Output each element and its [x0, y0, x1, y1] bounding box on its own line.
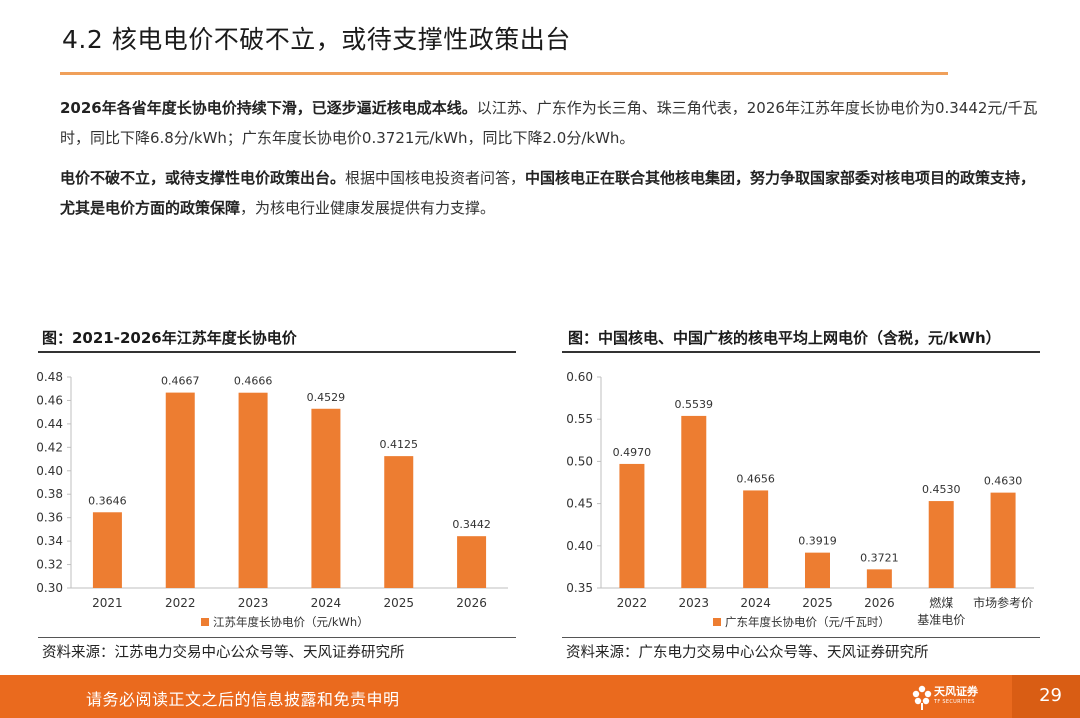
- x-tick-label: 2022: [617, 596, 648, 610]
- page-number: 29: [1039, 685, 1062, 706]
- y-tick-label: 0.35: [566, 581, 593, 595]
- page-title: 4.2 核电电价不破不立，或待支撑性政策出台: [62, 25, 571, 54]
- y-tick-label: 0.44: [36, 417, 63, 431]
- x-tick-label: 2024: [740, 596, 771, 610]
- x-tick-label: 市场参考价: [973, 595, 1033, 610]
- y-tick-label: 0.36: [36, 511, 63, 525]
- company-logo: 天风证券 TF SECURITIES: [912, 681, 1008, 713]
- bar: [457, 536, 487, 588]
- left-chart-title-rule: [38, 351, 516, 353]
- data-label: 0.5539: [675, 398, 714, 411]
- paragraph-1-lead: 2026年各省年度长协电价持续下滑，已逐步逼近核电成本线。: [60, 99, 477, 117]
- bar: [619, 463, 645, 588]
- paragraph-2-emphasis: 中国核电正在联合其他核电集团，努力争取国家部委对核电项目的政策支持，尤其是电价方…: [60, 169, 1036, 217]
- data-label: 0.4970: [613, 446, 652, 459]
- bar: [928, 501, 954, 588]
- left-bar-chart: 0.30 0.32 0.34 0.36 0.38 0.40 0.42 0.44 0.46 0.48…: [36, 370, 508, 629]
- right-chart-title: 图：中国核电、中国广核的核电平均上网电价（含税，元/kWh）: [568, 329, 1001, 347]
- legend-label: 江苏年度长协电价（元/kWh）: [213, 615, 369, 629]
- legend-swatch: [713, 618, 721, 626]
- y-tick-label: 0.50: [566, 454, 593, 468]
- paragraph-2: 电价不破不立，或待支撑性电价政策出台。根据中国核电投资者问答，中国核电正在联合其…: [60, 163, 1040, 223]
- x-tick-label: 2024: [311, 596, 342, 610]
- y-tick-label: 0.32: [36, 558, 63, 572]
- left-chart-source: 资料来源：江苏电力交易中心公众号等、天风证券研究所: [42, 645, 405, 661]
- data-label: 0.4667: [161, 375, 200, 388]
- x-tick-label: 燃煤: [929, 595, 953, 610]
- x-tick-label: 2026: [864, 596, 895, 610]
- data-label: 0.4529: [307, 391, 346, 404]
- paragraph-2-body-1: 根据中国核电投资者问答，: [345, 169, 526, 187]
- y-tick-label: 0.55: [566, 412, 593, 426]
- right-chart-title-rule: [562, 351, 1040, 353]
- right-chart-source: 资料来源：广东电力交易中心公众号等、天风证券研究所: [566, 645, 929, 661]
- legend-label: 广东年度长协电价（元/千瓦时）: [725, 615, 890, 629]
- logo-flower-icon: [912, 685, 932, 710]
- y-tick-label: 0.46: [36, 393, 63, 407]
- data-label: 0.3442: [452, 518, 491, 531]
- y-tick-label: 0.38: [36, 487, 63, 501]
- data-label: 0.4656: [736, 472, 775, 485]
- footer-bar: 请务必阅读正文之后的信息披露和免责申明 天风证券 TF SECURITIES 2…: [0, 675, 1080, 718]
- paragraph-1: 2026年各省年度长协电价持续下滑，已逐步逼近核电成本线。以江苏、广东作为长三角…: [60, 93, 1040, 153]
- data-label: 0.3721: [860, 551, 899, 564]
- x-tick-label: 2021: [92, 596, 123, 610]
- left-chart-title: 图：2021-2026年江苏年度长协电价: [42, 329, 297, 347]
- right-bar-chart: 0.35 0.40 0.45 0.50 0.55 0.60 0.4970 2022 0.5539…: [566, 370, 1034, 629]
- footer-disclaimer: 请务必阅读正文之后的信息披露和免责申明: [86, 690, 400, 709]
- footer-accent: [1012, 675, 1080, 718]
- y-tick-label: 0.60: [566, 370, 593, 384]
- logo-name: 天风证券: [934, 685, 978, 698]
- bar: [384, 456, 414, 588]
- x-tick-label: 2023: [238, 596, 269, 610]
- bar: [990, 492, 1016, 588]
- y-tick-label: 0.30: [36, 581, 63, 595]
- bar: [805, 552, 830, 588]
- y-tick-label: 0.40: [36, 464, 63, 478]
- x-tick-label: 2025: [383, 596, 414, 610]
- bar: [866, 569, 892, 588]
- data-label: 0.4630: [984, 475, 1023, 488]
- paragraph-2-body-2: ，为核电行业健康发展提供有力支撑。: [240, 199, 496, 217]
- data-label: 0.4666: [234, 375, 272, 388]
- y-tick-label: 0.45: [566, 497, 593, 511]
- right-source-rule: [562, 637, 1040, 638]
- y-tick-label: 0.48: [36, 370, 63, 384]
- x-tick-label: 2022: [165, 596, 196, 610]
- data-label: 0.4530: [922, 483, 961, 496]
- y-tick-label: 0.34: [36, 534, 63, 548]
- paragraph-2-lead: 电价不破不立，或待支撑性电价政策出台。: [60, 169, 346, 187]
- data-label: 0.3919: [798, 535, 837, 548]
- logo-subtitle: TF SECURITIES: [934, 699, 975, 705]
- data-label: 0.4125: [380, 438, 419, 451]
- legend-swatch: [201, 618, 209, 626]
- bar: [165, 392, 195, 588]
- x-tick-label: 2026: [456, 596, 487, 610]
- bar: [681, 415, 707, 588]
- bar: [92, 512, 122, 588]
- x-tick-label: 2023: [679, 596, 710, 610]
- left-source-rule: [38, 637, 516, 638]
- x-tick-label: 2025: [802, 596, 833, 610]
- bar: [743, 490, 769, 588]
- y-tick-label: 0.42: [36, 440, 63, 454]
- data-label: 0.3646: [88, 494, 127, 507]
- bar: [311, 408, 341, 588]
- y-tick-label: 0.40: [566, 539, 593, 553]
- title-divider: [60, 72, 948, 75]
- bar: [238, 392, 268, 588]
- x-tick-label: 基准电价: [917, 613, 965, 627]
- paragraph-1-body: 以江苏、广东作为长三角、珠三角代表，2026年江苏年度长协电价为0.3442元/…: [60, 99, 1038, 147]
